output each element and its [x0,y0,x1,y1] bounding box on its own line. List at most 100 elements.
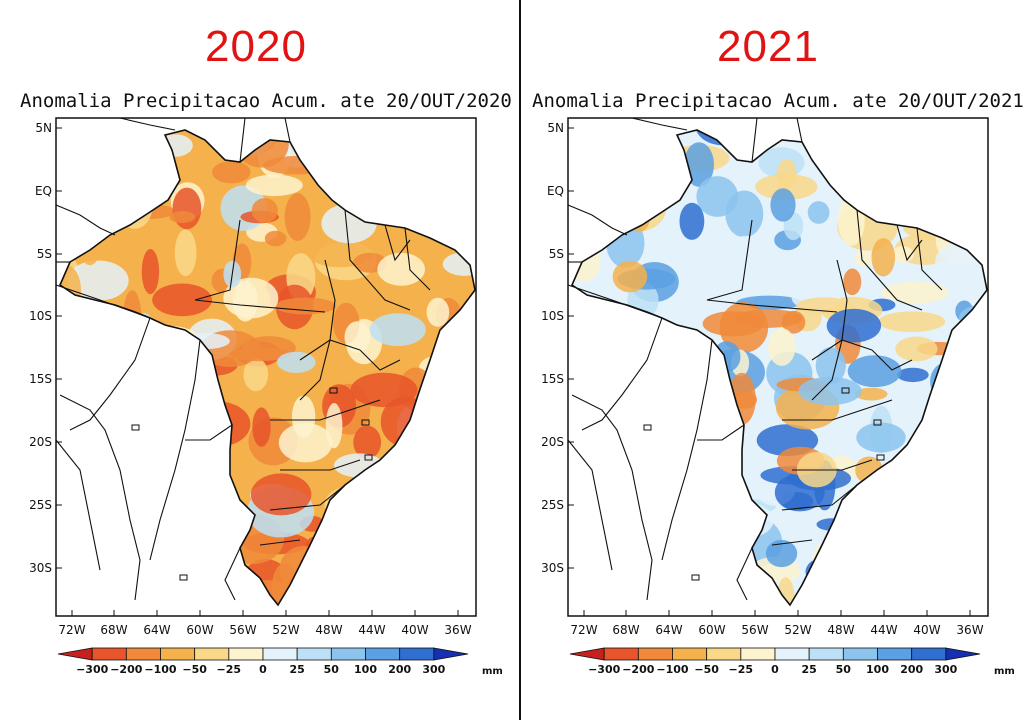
state-border [280,459,361,471]
colorbar-segment [330,647,366,661]
anomaly-patch [730,235,763,255]
colorbar-label: −25 [217,663,242,676]
state-border [269,484,346,511]
colorbar-label: −50 [694,663,719,676]
colorbar-segment [399,647,435,661]
anomaly-patch [871,238,896,277]
anomaly-patch [826,308,882,343]
state-border [896,224,923,262]
state-border [567,204,628,236]
colorbar-label: −300 [76,663,109,676]
colorbar-segment [365,647,401,661]
anomaly-patch [878,311,946,333]
lat-label: 15S [29,372,52,386]
colorbar-label: −300 [588,663,621,676]
anomaly-patch [152,283,213,317]
state-border [239,117,246,163]
state-border [916,227,943,291]
state-border [751,117,758,163]
anomaly-patch [243,357,269,392]
panel-divider [519,0,521,720]
brazil-border [58,129,476,607]
anomaly-map: 5N EQ 5S 10S 15S 20S 25S 30S 72W 68W 64W 60W 56W 52W 4… [29,117,503,677]
colorbar-label: −100 [656,663,689,676]
anomaly-patch [172,187,202,230]
state-border [270,399,381,421]
anomaly-patch [250,473,312,516]
anomaly-patch [223,277,279,319]
anomaly-patch [242,336,296,361]
lake-marker [364,454,373,461]
anomaly-patch [284,193,311,241]
lon-label: 44W [870,623,897,637]
state-border [781,484,858,511]
state-border [796,117,803,143]
state-border [581,317,663,431]
colorbar-segment [296,647,332,661]
lake-marker [329,387,338,394]
lon-label: 40W [913,623,940,637]
anomaly-patch [212,161,251,184]
colorbar-label: 100 [866,663,889,676]
colorbar-label: 300 [422,663,445,676]
state-border [259,539,301,546]
lon-label: 72W [58,623,85,637]
colorbar-unit: mm [482,666,503,677]
anomaly-patch [426,297,450,327]
lat-label: 30S [541,561,564,575]
anomaly-patch [847,355,902,388]
colorbar-segment [808,647,844,661]
state-border [55,439,101,571]
lon-label: 56W [229,623,256,637]
brazil-border [570,129,988,607]
state-border [59,394,141,601]
lat-label: 20S [541,435,564,449]
colorbar-segment [228,647,264,661]
lake-marker [361,419,370,426]
anomaly-patch [854,250,874,267]
anomaly-patch [895,336,938,362]
colorbar-unit: mm [994,666,1015,677]
state-border [384,224,411,262]
lon-label: 44W [358,623,385,637]
colorbar-segment [877,647,913,661]
anomaly-patch [854,387,888,401]
lat-label: 5S [37,247,52,261]
lake-marker [131,424,140,431]
year-heading: 2020 [205,22,307,71]
state-border [69,317,151,431]
colorbar-segment [672,647,708,661]
anomaly-patch [325,403,343,449]
lake-marker [873,419,882,426]
colorbar-segment [262,647,298,661]
colorbar-segment [740,647,776,661]
colorbar-label: 300 [934,663,957,676]
lon-label: 48W [315,623,342,637]
colorbar-label: 100 [354,663,377,676]
map-title: Anomalia Precipitacao Acum. ate 20/OUT/2… [20,90,512,112]
lon-label: 52W [784,623,811,637]
state-border [224,547,241,601]
anomaly-patch [67,260,129,301]
lake-marker [841,387,850,394]
colorbar-label: −25 [729,663,754,676]
lat-label: EQ [547,184,564,198]
anomaly-patch [798,376,862,406]
colorbar-segment [569,647,605,661]
anomaly-patch [755,173,818,200]
lon-label: 60W [698,623,725,637]
colorbar-label: −100 [144,663,177,676]
lon-label: 36W [956,623,983,637]
colorbar-segment [706,647,742,661]
anomaly-patch [369,313,426,347]
state-border [299,339,361,361]
lat-label: 10S [541,309,564,323]
state-border [185,424,233,441]
state-border [567,284,663,319]
colorbar-segment [91,647,127,661]
anomaly-patch [141,249,160,295]
state-border [706,219,838,313]
colorbar-segment [57,647,93,661]
anomaly-patch [251,198,278,223]
anomaly-patch [725,275,776,294]
